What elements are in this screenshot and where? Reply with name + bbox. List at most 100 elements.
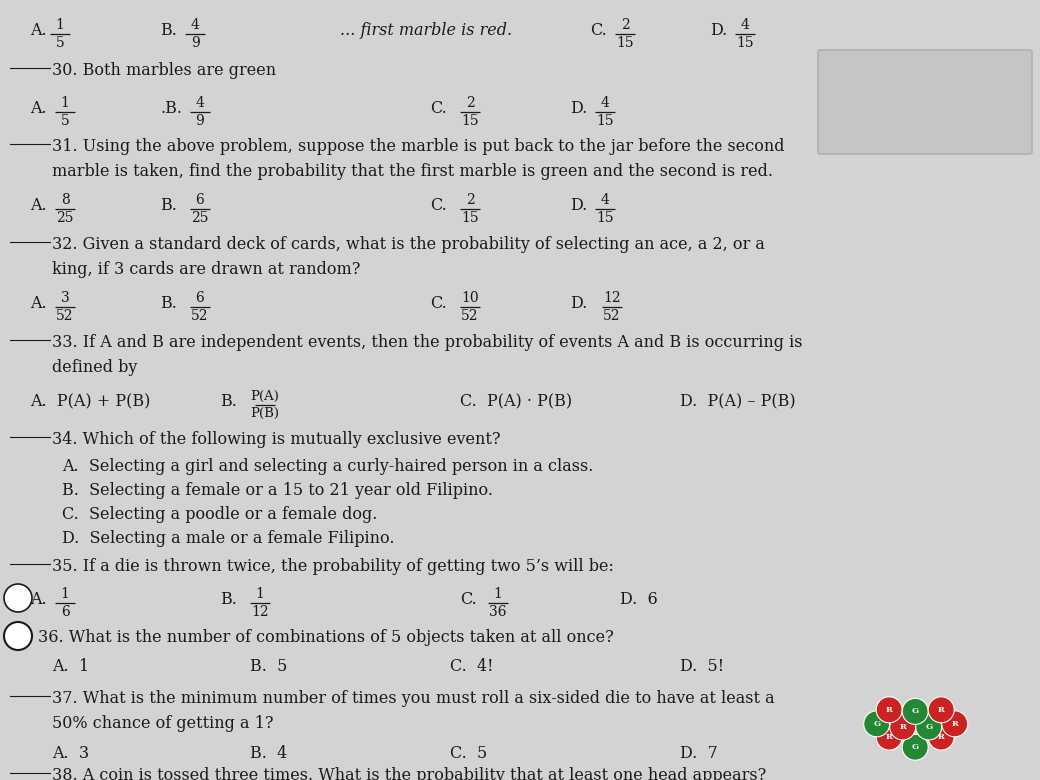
Text: 12: 12 <box>252 605 268 619</box>
Text: B.  4: B. 4 <box>250 745 287 762</box>
Text: 34. Which of the following is mutually exclusive event?: 34. Which of the following is mutually e… <box>52 431 500 448</box>
Text: R: R <box>900 723 906 731</box>
Text: D.  Selecting a male or a female Filipino.: D. Selecting a male or a female Filipino… <box>62 530 394 547</box>
Text: C.: C. <box>430 197 447 214</box>
Text: 4: 4 <box>190 18 200 32</box>
Text: A.: A. <box>30 100 47 117</box>
Circle shape <box>942 711 968 737</box>
Text: D.  6: D. 6 <box>620 591 657 608</box>
Text: A.: A. <box>30 197 47 214</box>
Text: 2: 2 <box>621 18 629 32</box>
Text: 52: 52 <box>462 309 478 323</box>
Text: 6: 6 <box>60 605 70 619</box>
Text: A.: A. <box>30 591 47 608</box>
Text: B.  5: B. 5 <box>250 658 287 675</box>
Circle shape <box>916 714 942 740</box>
Text: R: R <box>886 706 892 714</box>
Text: B.: B. <box>220 591 237 608</box>
Text: 25: 25 <box>56 211 74 225</box>
Text: B.  Selecting a female or a 15 to 21 year old Filipino.: B. Selecting a female or a 15 to 21 year… <box>62 482 493 499</box>
Text: ... first marble is red.: ... first marble is red. <box>340 22 512 39</box>
Text: R: R <box>938 733 944 741</box>
Text: C.  Selecting a poodle or a female dog.: C. Selecting a poodle or a female dog. <box>62 506 378 523</box>
Text: 1: 1 <box>55 18 64 32</box>
Text: 2: 2 <box>466 96 474 110</box>
Text: king, if 3 cards are drawn at random?: king, if 3 cards are drawn at random? <box>52 261 361 278</box>
Text: A.: A. <box>30 295 47 312</box>
Text: P(B): P(B) <box>251 407 280 420</box>
Text: 6: 6 <box>196 193 205 207</box>
Text: P(A): P(A) <box>251 390 280 403</box>
Text: 4: 4 <box>196 96 205 110</box>
Text: C.: C. <box>430 295 447 312</box>
Text: 15: 15 <box>461 211 478 225</box>
Text: 9: 9 <box>190 36 200 50</box>
Text: 9: 9 <box>196 114 205 128</box>
Text: 4: 4 <box>600 96 609 110</box>
Text: 5: 5 <box>60 114 70 128</box>
Text: R: R <box>938 706 944 714</box>
Text: B.: B. <box>160 197 177 214</box>
Text: B.: B. <box>160 22 177 39</box>
Text: G: G <box>912 743 918 751</box>
Text: D.  5!: D. 5! <box>680 658 724 675</box>
Text: 1: 1 <box>60 587 70 601</box>
Text: defined by: defined by <box>52 359 137 376</box>
Text: D.  P(A) – P(B): D. P(A) – P(B) <box>680 393 796 410</box>
Circle shape <box>890 714 916 740</box>
Text: 1: 1 <box>256 587 264 601</box>
Text: 8: 8 <box>60 193 70 207</box>
Text: 15: 15 <box>616 36 633 50</box>
Circle shape <box>4 584 32 612</box>
Text: C.  P(A) · P(B): C. P(A) · P(B) <box>460 393 572 410</box>
Text: 37. What is the minimum number of times you must roll a six-sided die to have at: 37. What is the minimum number of times … <box>52 690 775 707</box>
Circle shape <box>876 697 902 723</box>
Text: G: G <box>874 720 880 728</box>
Text: 1: 1 <box>60 96 70 110</box>
Text: C.: C. <box>430 100 447 117</box>
Text: A.  P(A) + P(B): A. P(A) + P(B) <box>30 393 151 410</box>
Text: 10: 10 <box>461 291 478 305</box>
Circle shape <box>864 711 890 737</box>
Text: A.  Selecting a girl and selecting a curly-haired person in a class.: A. Selecting a girl and selecting a curl… <box>62 458 594 475</box>
Text: 32. Given a standard deck of cards, what is the probability of selecting an ace,: 32. Given a standard deck of cards, what… <box>52 236 764 253</box>
Circle shape <box>4 622 32 650</box>
Text: R: R <box>886 733 892 741</box>
Text: 2: 2 <box>466 193 474 207</box>
Text: 4: 4 <box>600 193 609 207</box>
Text: 52: 52 <box>603 309 621 323</box>
Text: 12: 12 <box>603 291 621 305</box>
Text: 31. Using the above problem, suppose the marble is put back to the jar before th: 31. Using the above problem, suppose the… <box>52 138 784 155</box>
Text: .B.: .B. <box>160 100 182 117</box>
Text: C.: C. <box>460 591 476 608</box>
Circle shape <box>903 698 929 725</box>
Text: B.: B. <box>160 295 177 312</box>
Text: A.: A. <box>30 22 47 39</box>
Text: 36: 36 <box>489 605 506 619</box>
Text: 36. What is the number of combinations of 5 objects taken at all once?: 36. What is the number of combinations o… <box>38 629 614 646</box>
Text: 38. A coin is tossed three times. What is the probability that at least one head: 38. A coin is tossed three times. What i… <box>52 767 766 780</box>
Circle shape <box>903 734 929 760</box>
Text: 52: 52 <box>56 309 74 323</box>
Text: 15: 15 <box>736 36 754 50</box>
Text: 52: 52 <box>191 309 209 323</box>
Text: 1: 1 <box>494 587 502 601</box>
Text: C.  4!: C. 4! <box>450 658 494 675</box>
Text: 3: 3 <box>60 291 70 305</box>
Text: 15: 15 <box>461 114 478 128</box>
Text: R: R <box>952 720 958 728</box>
Text: C.  5: C. 5 <box>450 745 488 762</box>
Text: G: G <box>926 723 932 731</box>
Text: D.: D. <box>710 22 727 39</box>
Text: 6: 6 <box>196 291 205 305</box>
Text: 25: 25 <box>191 211 209 225</box>
Circle shape <box>929 697 955 723</box>
Text: D.: D. <box>570 100 588 117</box>
Text: marble is taken, find the probability that the first marble is green and the sec: marble is taken, find the probability th… <box>52 163 773 180</box>
Circle shape <box>929 724 955 750</box>
Text: 50% chance of getting a 1?: 50% chance of getting a 1? <box>52 715 274 732</box>
Text: 15: 15 <box>596 211 614 225</box>
Text: 15: 15 <box>596 114 614 128</box>
Text: 5: 5 <box>55 36 64 50</box>
Text: 33. If A and B are independent events, then the probability of events A and B is: 33. If A and B are independent events, t… <box>52 334 803 351</box>
